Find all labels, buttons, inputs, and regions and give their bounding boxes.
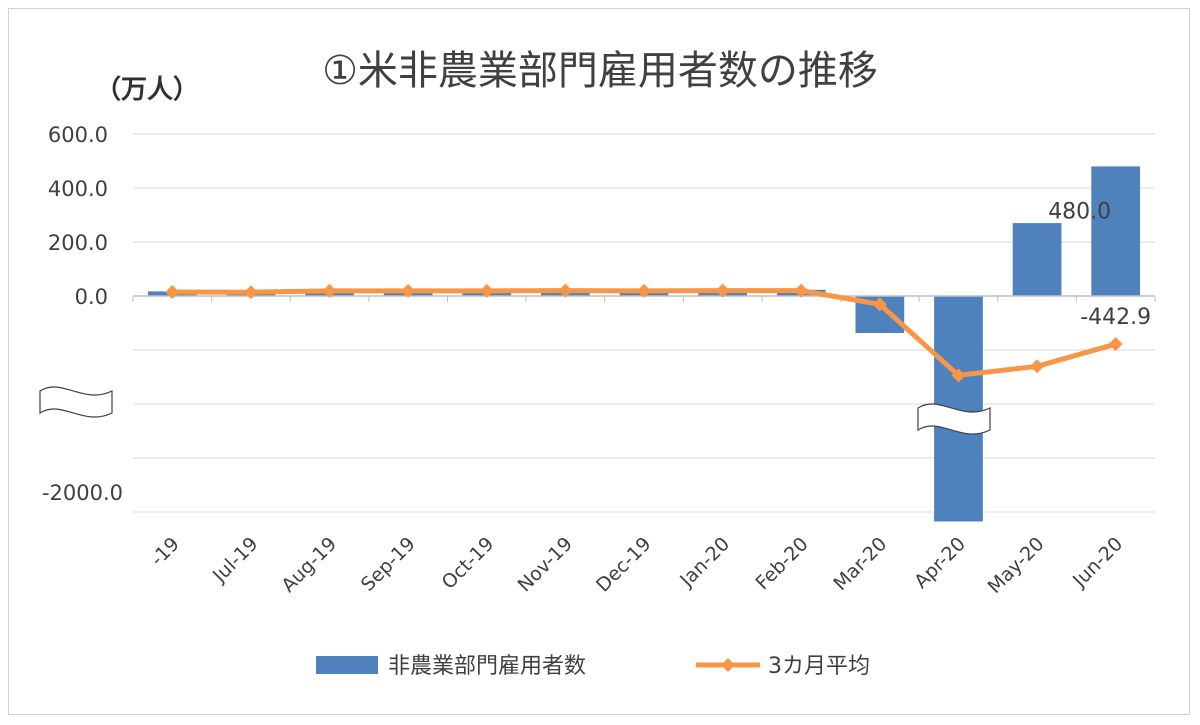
x-tick-label: Aug-19 [277, 533, 341, 597]
legend-label: 非農業部門雇用者数 [388, 654, 586, 679]
x-axis-ticks: -19 Jul-19 Aug-19 Sep-19 Oct-19 Nov-19 Dec-19 J… [146, 533, 1127, 598]
y-tick-label: -2000.0 [42, 481, 123, 505]
bar-break-icon [917, 403, 991, 435]
x-tick-label: Dec-19 [592, 533, 656, 597]
legend-swatch-bar [316, 656, 378, 674]
line-point [558, 283, 573, 298]
chart-frame [8, 8, 1190, 715]
x-tick-label: May-20 [984, 533, 1049, 598]
line-point [794, 283, 809, 298]
x-tick-label: Mar-20 [829, 533, 891, 595]
y-axis-unit: （万人） [95, 75, 199, 105]
data-labels: 480.0 -442.9 [1048, 199, 1151, 330]
x-tick-label: Jun-20 [1068, 533, 1127, 592]
line-point [872, 297, 887, 312]
gridlines [133, 133, 1155, 513]
y-tick-label: 600.0 [48, 123, 108, 147]
x-tick-label: Nov-19 [514, 533, 577, 596]
y-tick-label: 0.0 [75, 285, 108, 309]
line-point [401, 283, 416, 298]
legend: 非農業部門雇用者数 3カ月平均 [316, 654, 870, 679]
x-tick-label: -19 [146, 533, 184, 571]
legend-item-line: 3カ月平均 [696, 654, 870, 679]
line-point [243, 285, 258, 300]
x-tick-label: Jan-20 [675, 533, 734, 592]
x-tick-label: Oct-19 [438, 533, 499, 594]
axis-break-marks [39, 386, 991, 435]
line-point [479, 283, 494, 298]
line-point [1108, 337, 1123, 352]
x-tick-label: Jul-19 [208, 533, 262, 587]
line-point [165, 284, 180, 299]
bar [1012, 223, 1062, 296]
line-point [322, 283, 337, 298]
line-point [951, 368, 966, 383]
line-series [165, 283, 1123, 383]
y-tick-label: 200.0 [48, 231, 108, 255]
x-tick-label: Feb-20 [751, 533, 812, 594]
x-tick-label: Sep-19 [357, 533, 420, 596]
x-tick-group: -19 Jul-19 Aug-19 Sep-19 Oct-19 Nov-19 Dec-19 J… [146, 533, 1127, 598]
line-point [715, 283, 730, 298]
data-label: -442.9 [1080, 305, 1151, 330]
y-tick-label: 400.0 [48, 177, 108, 201]
legend-item-bars: 非農業部門雇用者数 [316, 654, 586, 679]
legend-label: 3カ月平均 [768, 654, 870, 679]
data-label: 480.0 [1048, 199, 1111, 224]
line-point [637, 283, 651, 298]
legend-swatch-marker [721, 658, 735, 672]
y-axis-ticks: 600.0 400.0 200.0 0.0 -2000.0 [42, 123, 123, 505]
y-axis-break-icon [39, 386, 113, 418]
bar [1091, 166, 1141, 296]
line-point [1030, 359, 1045, 374]
chart-title: ①米非農業部門雇用者数の推移 [322, 48, 878, 94]
bar-series [147, 166, 1141, 522]
x-tick-label: Apr-20 [910, 533, 970, 593]
